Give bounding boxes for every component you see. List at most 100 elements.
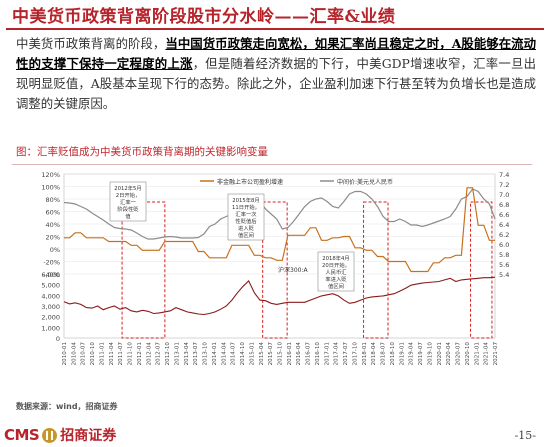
x-tick-label: 2011-01 bbox=[99, 342, 105, 366]
annotation-text: 2日开始， bbox=[116, 191, 141, 199]
devaluation-period-box bbox=[363, 201, 389, 339]
slide-title: 中美货币政策背离阶段股市分水岭——汇率&业绩 bbox=[12, 7, 396, 27]
x-tick-label: 2015-01 bbox=[249, 342, 255, 366]
csi300-line bbox=[63, 276, 496, 316]
x-tick-label: 2010-10 bbox=[90, 342, 96, 366]
upper-right-tick-label: 6.2 bbox=[499, 231, 509, 239]
x-tick-label: 2016-07 bbox=[306, 342, 312, 366]
annotation-text: 20日开始， bbox=[322, 261, 350, 269]
annotation-text: 2015年8月 bbox=[232, 196, 259, 204]
x-tick-label: 2017-04 bbox=[334, 342, 340, 366]
lower-left-tick-label: 1,000 bbox=[41, 324, 60, 332]
upper-left-tick-label: 20% bbox=[46, 234, 60, 242]
lower-left-tick-label: 4,000 bbox=[41, 292, 60, 300]
upper-left-tick-label: 100% bbox=[41, 184, 60, 192]
body-paragraph: 中美货币政策背离的阶段，当中国货币政策走向宽松，如果汇率尚且稳定之时，A股能够在… bbox=[16, 34, 536, 114]
lower-left-tick-label: 6,000 bbox=[41, 271, 60, 279]
x-tick-label: 2016-01 bbox=[287, 342, 293, 366]
upper-right-tick-label: 6.4 bbox=[499, 221, 509, 229]
upper-left-tick-label: -20% bbox=[43, 259, 60, 267]
annotation-text: 值 bbox=[125, 212, 131, 220]
x-tick-label: 2020-10 bbox=[465, 342, 471, 366]
upper-right-tick-label: 7.4 bbox=[499, 171, 509, 179]
x-tick-label: 2021-01 bbox=[474, 342, 480, 366]
body-text-part-3: ，但是随着经济数据的下行，中美GDP增速收窄，汇率一旦出现明显贬值，A股基本呈现… bbox=[16, 56, 537, 111]
page-number: -15- bbox=[514, 429, 536, 442]
x-tick-label: 2013-07 bbox=[193, 342, 199, 366]
annotation-box bbox=[317, 251, 355, 292]
x-tick-label: 2014-01 bbox=[212, 342, 218, 366]
x-tick-label: 2019-01 bbox=[399, 342, 405, 366]
annotation-text: 值区间 bbox=[238, 231, 254, 239]
x-tick-label: 2012-07 bbox=[156, 342, 162, 366]
annotation-text: 2018年4月 bbox=[322, 254, 349, 262]
body-text-emphasis: 当中国货币政策走向宽松，如果汇率尚且稳定之时，A股能够在流动性的支撑下保持一定程… bbox=[16, 36, 537, 71]
title-divider bbox=[6, 28, 544, 30]
x-tick-label: 2014-07 bbox=[231, 342, 237, 366]
upper-right-tick-label: 6.0 bbox=[499, 241, 509, 249]
lower-left-tick-label: 5,000 bbox=[41, 282, 60, 290]
legend-usdcny-label: 中间价:美元兑人民币 bbox=[337, 178, 393, 186]
figure-caption: 图：汇率贬值成为中美货币政策背离期的关键影响变量 bbox=[16, 146, 268, 158]
caption-divider bbox=[12, 164, 532, 165]
lower-left-tick-label: 3,000 bbox=[41, 303, 60, 311]
x-tick-label: 2017-07 bbox=[343, 342, 349, 366]
annotation-text: 进入贬 bbox=[238, 224, 255, 232]
annotation-text: 性贬值后 bbox=[235, 217, 257, 225]
x-tick-label: 2015-04 bbox=[259, 342, 265, 366]
x-tick-label: 2012-10 bbox=[165, 342, 171, 366]
upper-left-tick-label: -40% bbox=[43, 271, 60, 279]
upper-right-tick-label: 6.6 bbox=[499, 211, 509, 219]
x-tick-label: 2018-10 bbox=[390, 342, 396, 366]
upper-left-tick-label: 60% bbox=[46, 209, 60, 217]
annotation-box bbox=[109, 181, 147, 222]
annotation-box bbox=[227, 193, 265, 241]
annotation-text: 值区间 bbox=[328, 282, 344, 290]
x-tick-label: 2021-04 bbox=[484, 342, 490, 366]
annotation-text: 阶段性贬 bbox=[117, 205, 139, 213]
upper-right-tick-label: 7.0 bbox=[499, 191, 509, 199]
x-tick-label: 2018-04 bbox=[371, 342, 377, 366]
x-tick-label: 2014-10 bbox=[240, 342, 246, 366]
x-tick-label: 2020-04 bbox=[446, 342, 452, 366]
logo-cms-text: CMS bbox=[4, 426, 40, 444]
x-tick-label: 2015-10 bbox=[278, 342, 284, 366]
upper-left-tick-label: 120% bbox=[41, 171, 60, 179]
company-logo: CMS 招商证券 bbox=[4, 425, 116, 445]
annotation-text: 汇率一次 bbox=[235, 210, 257, 218]
upper-left-tick-label: 80% bbox=[46, 196, 60, 204]
devaluation-period-box bbox=[121, 201, 166, 339]
x-tick-label: 2016-10 bbox=[315, 342, 321, 366]
devaluation-period-box bbox=[262, 201, 288, 339]
x-tick-label: 2016-04 bbox=[296, 342, 302, 366]
x-tick-label: 2011-07 bbox=[118, 342, 124, 366]
x-tick-label: 2010-01 bbox=[62, 342, 68, 366]
upper-right-tick-label: 7.2 bbox=[499, 181, 509, 189]
x-tick-label: 2012-04 bbox=[146, 342, 152, 366]
annotation-text: 汇率一 bbox=[120, 198, 137, 206]
annotation-text: 人民币汇 bbox=[325, 268, 347, 276]
x-tick-label: 2014-04 bbox=[221, 342, 227, 366]
x-tick-label: 2013-01 bbox=[174, 342, 180, 366]
upper-left-tick-label: 0% bbox=[50, 246, 60, 254]
x-tick-label: 2017-10 bbox=[352, 342, 358, 366]
x-tick-label: 2011-04 bbox=[109, 342, 115, 366]
usdcny-line bbox=[63, 188, 496, 240]
x-tick-label: 2019-07 bbox=[418, 342, 424, 366]
x-tick-label: 2012-01 bbox=[137, 342, 143, 366]
logo-badge-icon bbox=[42, 427, 58, 443]
x-tick-label: 2018-01 bbox=[362, 342, 368, 366]
upper-right-tick-label: 6.8 bbox=[499, 201, 509, 209]
lower-left-tick-label: 2,000 bbox=[41, 314, 60, 322]
upper-right-tick-label: 5.4 bbox=[499, 271, 509, 279]
x-tick-label: 2011-10 bbox=[128, 342, 134, 366]
devaluation-period-box bbox=[470, 201, 493, 339]
upper-right-tick-label: 5.8 bbox=[499, 251, 509, 259]
x-tick-label: 2020-01 bbox=[437, 342, 443, 366]
x-tick-label: 2013-04 bbox=[184, 342, 190, 366]
x-tick-label: 2010-07 bbox=[81, 342, 87, 366]
annotation-text: 2012年5月 bbox=[114, 184, 141, 192]
chart-svg: 120% 100% 80% 60% 40% 20% 0% -20% -40% 7.4 7.2 7.0 6… bbox=[41, 171, 509, 366]
x-tick-label: 2017-01 bbox=[324, 342, 330, 366]
annotation-text: 11日开始， bbox=[232, 203, 260, 211]
